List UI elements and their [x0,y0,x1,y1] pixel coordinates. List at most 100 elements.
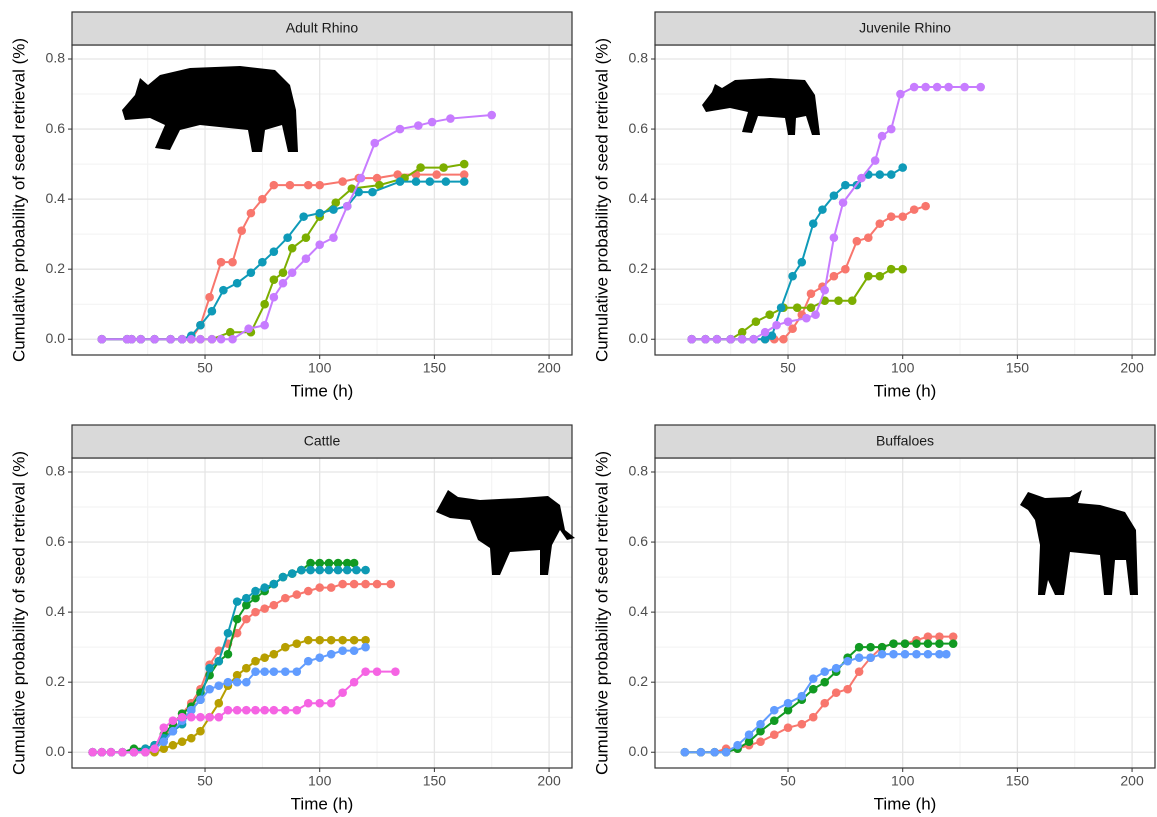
data-point [224,650,233,659]
data-point [866,653,875,662]
data-point [772,321,781,330]
data-point [396,177,405,186]
data-point [396,125,405,134]
data-point [302,233,311,242]
data-point [710,748,719,757]
data-point [713,335,722,344]
data-point [208,307,217,316]
data-point [196,335,205,344]
data-point [141,748,150,757]
data-point [329,233,338,242]
data-point [487,111,496,120]
y-tick-label: 0.0 [629,330,649,346]
data-point [756,737,765,746]
y-axis-title: Cumulative probability of seed retrieval… [9,38,28,362]
data-point [809,674,818,683]
data-point [247,268,256,277]
data-point [283,233,292,242]
data-point [260,706,269,715]
x-axis-title: Time (h) [291,381,354,400]
data-point [304,587,313,596]
data-point [350,678,359,687]
data-point [292,667,301,676]
data-point [187,713,196,722]
x-tick-label: 200 [537,773,561,789]
data-point [242,615,251,624]
data-point [159,737,168,746]
data-point [150,335,159,344]
data-point [187,335,196,344]
data-point [871,156,880,165]
data-point [361,667,370,676]
data-point [169,727,178,736]
data-point [830,191,839,200]
x-axis-title: Time (h) [874,794,937,813]
y-tick-label: 0.2 [629,260,649,276]
data-point [839,198,848,207]
y-tick-label: 0.8 [629,463,649,479]
data-point [281,594,290,603]
data-point [98,748,107,757]
data-point [910,83,919,92]
data-point [107,748,116,757]
data-point [196,713,205,722]
panel-title: Cattle [304,433,341,449]
data-point [898,265,907,274]
figure: 501001502000.00.20.40.60.8Adult RhinoTim… [0,0,1157,817]
x-tick-label: 150 [1006,773,1030,789]
data-point [279,573,288,582]
y-tick-label: 0.0 [46,330,66,346]
data-point [428,118,437,127]
data-point [334,566,343,575]
data-point [784,317,793,326]
data-point [217,258,226,267]
data-point [251,657,260,666]
y-tick-label: 0.6 [46,533,66,549]
y-tick-label: 0.8 [46,50,66,66]
data-point [412,177,421,186]
data-point [460,177,469,186]
data-point [898,212,907,221]
x-axis-title: Time (h) [291,794,354,813]
data-point [352,566,361,575]
data-point [350,636,359,645]
y-tick-label: 0.4 [46,190,66,206]
data-point [260,653,269,662]
data-point [811,310,820,319]
data-point [343,566,352,575]
data-point [270,706,279,715]
panel: 501001502000.00.20.40.60.8BuffaloesTime … [592,425,1155,813]
data-point [286,181,295,190]
data-point [841,181,850,190]
data-point [878,132,887,141]
y-axis-title: Cumulative probability of seed retrieval… [9,451,28,775]
data-point [793,303,802,312]
data-point [258,195,267,204]
data-point [770,730,779,739]
panel-title: Juvenile Rhino [859,20,951,36]
data-point [446,114,455,123]
data-point [797,692,806,701]
data-point [260,583,269,592]
data-point [251,587,260,596]
data-point [935,639,944,648]
y-tick-label: 0.0 [46,743,66,759]
data-point [765,310,774,319]
data-point [832,664,841,673]
data-point [247,209,256,218]
data-point [797,720,806,729]
data-point [270,601,279,610]
data-point [350,646,359,655]
data-point [127,335,136,344]
data-point [304,636,313,645]
x-axis-title: Time (h) [874,381,937,400]
data-point [251,608,260,617]
data-point [807,289,816,298]
x-tick-label: 150 [423,360,447,376]
data-point [292,639,301,648]
data-point [325,566,334,575]
data-point [315,566,324,575]
data-point [224,678,233,687]
data-point [288,569,297,578]
data-point [205,293,214,302]
